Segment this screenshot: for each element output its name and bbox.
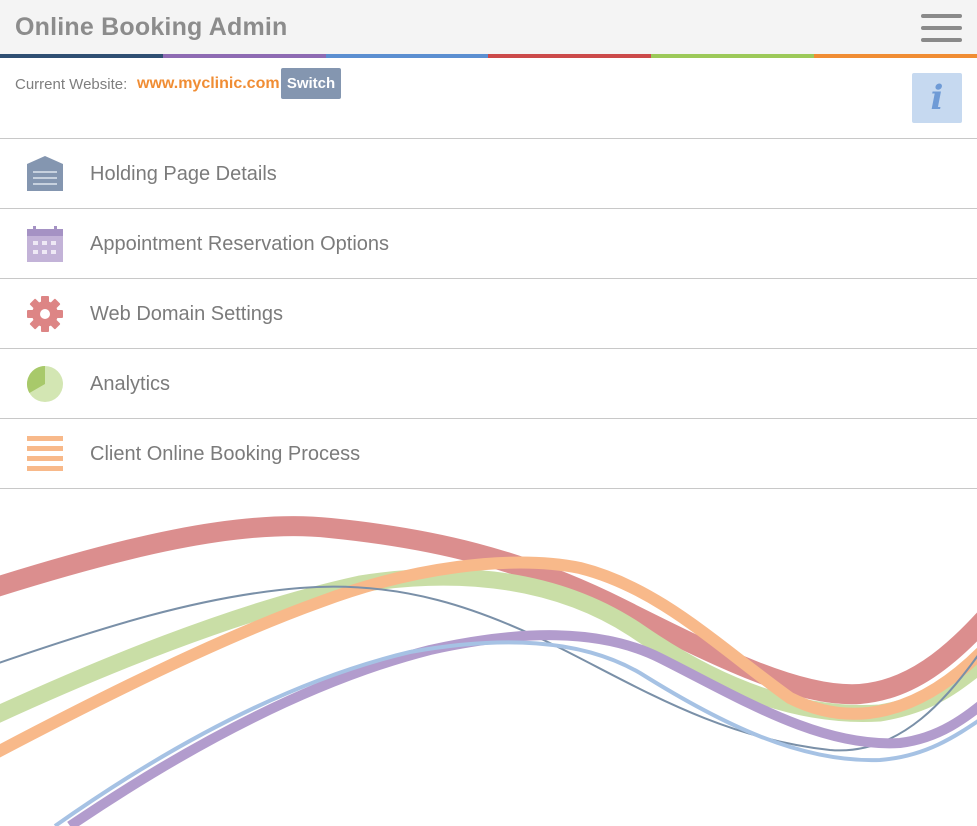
menu-item-label: Client Online Booking Process [90,443,361,465]
menu-item-label: Analytics [90,373,171,395]
wave-purple [67,630,977,826]
holding-page-icon [27,156,63,191]
color-stripe [0,54,977,58]
info-icon[interactable]: i [912,73,962,123]
menu-item-web-domain-settings[interactable]: Web Domain Settings [0,279,977,349]
wave-red [0,516,977,705]
current-website-label: Current Website: [15,76,128,93]
stripe-segment-blue [326,54,488,58]
admin-menu: Holding Page Details Appointment Reserva… [0,138,977,489]
switch-website-button[interactable]: Switch [281,68,341,99]
wave-blue [53,640,977,826]
app-title: Online Booking Admin [15,13,288,41]
wave-slate [0,585,977,752]
stripe-segment-red [488,54,651,58]
list-icon [27,436,63,471]
app-header: Online Booking Admin [0,0,977,54]
stripe-segment-navy [0,54,163,58]
gear-icon [27,296,63,332]
decorative-waves [0,516,977,826]
menu-item-label: Web Domain Settings [90,303,284,325]
wave-orange [0,556,977,758]
stripe-segment-orange [814,54,977,58]
stripe-segment-green [651,54,814,58]
current-website-link[interactable]: www.myclinic.com [137,75,280,92]
menu-item-analytics[interactable]: Analytics [0,349,977,419]
pie-chart-icon [27,366,63,402]
stripe-segment-purple [163,54,326,58]
menu-item-holding-page[interactable]: Holding Page Details [0,139,977,209]
menu-item-client-booking-process[interactable]: Client Online Booking Process [0,419,977,489]
menu-item-label: Holding Page Details [90,163,277,185]
calendar-icon [27,226,63,262]
menu-item-appointment-reservation[interactable]: Appointment Reservation Options [0,209,977,279]
hamburger-menu-icon[interactable] [921,14,963,42]
menu-item-label: Appointment Reservation Options [90,233,390,255]
